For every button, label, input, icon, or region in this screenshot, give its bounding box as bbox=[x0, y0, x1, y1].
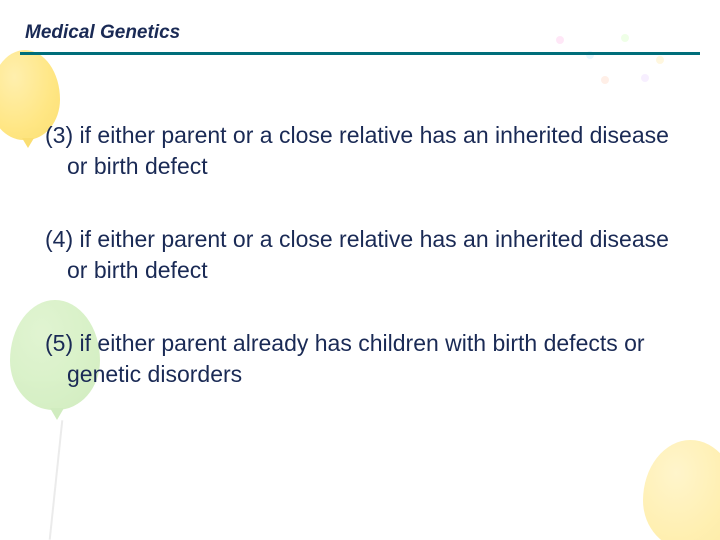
balloon-decoration-bottom-right bbox=[643, 440, 720, 540]
confetti-dots-decoration bbox=[550, 30, 690, 90]
item-number: (4) bbox=[45, 226, 73, 252]
balloon-string-bottom-left bbox=[49, 420, 64, 540]
slide-header-title: Medical Genetics bbox=[25, 22, 180, 44]
list-item: (3) if either parent or a close relative… bbox=[45, 120, 685, 182]
item-number: (3) bbox=[45, 122, 73, 148]
item-text: if either parent already has children wi… bbox=[67, 330, 645, 387]
list-item: (4) if either parent or a close relative… bbox=[45, 224, 685, 286]
item-text: if either parent or a close relative has… bbox=[67, 226, 669, 283]
item-text: if either parent or a close relative has… bbox=[67, 122, 669, 179]
list-item: (5) if either parent already has childre… bbox=[45, 328, 685, 390]
slide-content: (3) if either parent or a close relative… bbox=[45, 120, 685, 432]
header-divider bbox=[20, 52, 700, 55]
item-number: (5) bbox=[45, 330, 73, 356]
